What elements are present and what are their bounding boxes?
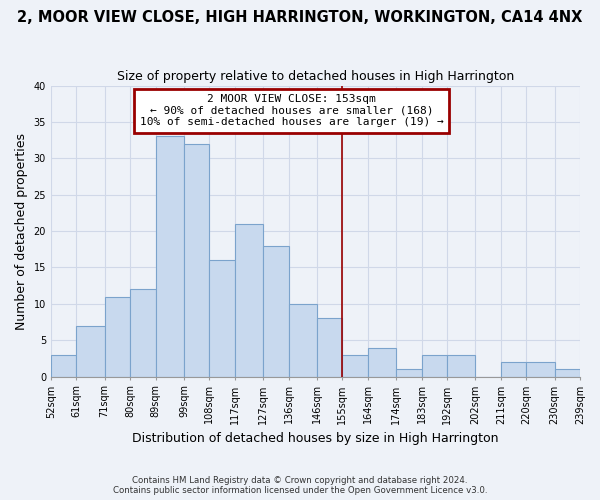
Bar xyxy=(368,348,396,376)
Bar xyxy=(501,362,526,376)
Bar xyxy=(184,144,209,376)
Y-axis label: Number of detached properties: Number of detached properties xyxy=(15,132,28,330)
Bar xyxy=(526,362,554,376)
Bar xyxy=(422,355,447,376)
X-axis label: Distribution of detached houses by size in High Harrington: Distribution of detached houses by size … xyxy=(132,432,499,445)
Text: Contains HM Land Registry data © Crown copyright and database right 2024.
Contai: Contains HM Land Registry data © Crown c… xyxy=(113,476,487,495)
Text: 2 MOOR VIEW CLOSE: 153sqm
← 90% of detached houses are smaller (168)
10% of semi: 2 MOOR VIEW CLOSE: 153sqm ← 90% of detac… xyxy=(140,94,443,128)
Bar xyxy=(554,370,580,376)
Bar xyxy=(130,290,155,376)
Bar xyxy=(289,304,317,376)
Bar xyxy=(235,224,263,376)
Bar xyxy=(51,355,76,376)
Bar xyxy=(343,355,368,376)
Bar xyxy=(155,136,184,376)
Bar xyxy=(447,355,475,376)
Title: Size of property relative to detached houses in High Harrington: Size of property relative to detached ho… xyxy=(117,70,514,83)
Bar xyxy=(209,260,235,376)
Bar xyxy=(76,326,104,376)
Bar xyxy=(317,318,343,376)
Bar xyxy=(396,370,422,376)
Bar xyxy=(263,246,289,376)
Bar xyxy=(104,296,130,376)
Text: 2, MOOR VIEW CLOSE, HIGH HARRINGTON, WORKINGTON, CA14 4NX: 2, MOOR VIEW CLOSE, HIGH HARRINGTON, WOR… xyxy=(17,10,583,25)
